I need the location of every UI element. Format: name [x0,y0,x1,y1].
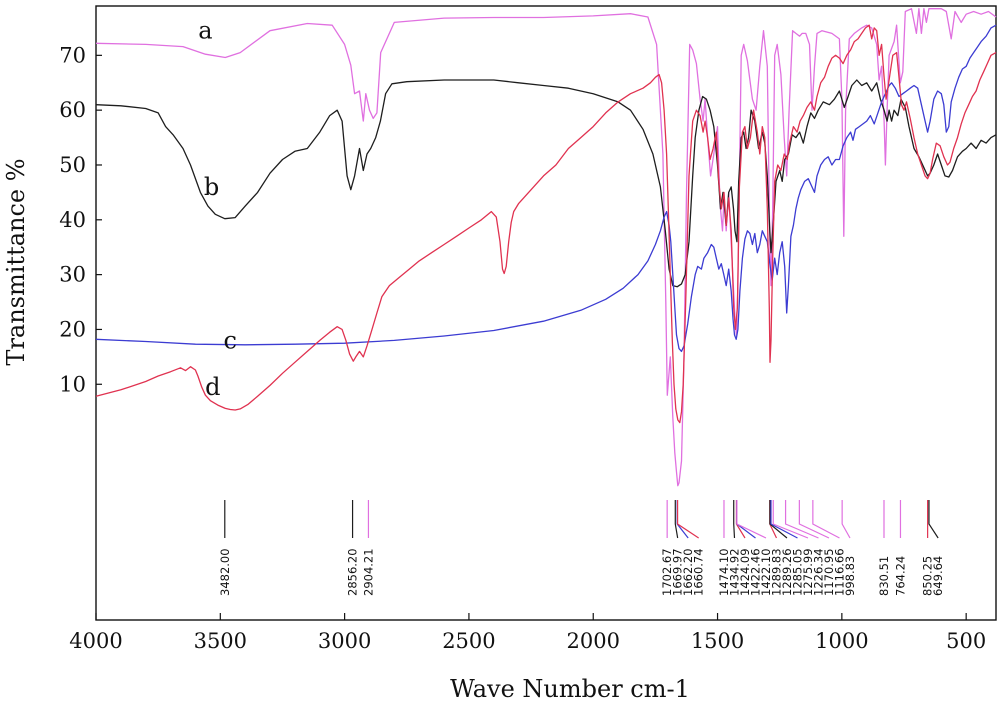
peak-label: 649.64 [931,556,945,596]
y-tick-label: 50 [59,153,86,177]
peak-marker [674,500,679,539]
y-tick-label: 10 [59,372,86,396]
peak-label: 764.24 [893,556,907,596]
y-tick-label: 60 [59,98,86,122]
x-tick-label: 500 [946,629,986,653]
peak-label: 1275.99 [801,548,815,596]
peak-label: 3482.00 [218,548,232,596]
x-tick-label: 2000 [567,629,620,653]
series-label-d: d [205,373,220,401]
y-tick-label: 70 [59,43,86,67]
peak-marker [772,500,809,539]
peak-label: 1289.83 [769,548,783,596]
series-labels: a b cd [198,17,237,401]
y-tick-label: 40 [59,208,86,232]
series-label-b: b [204,173,219,201]
peak-marker [770,500,798,539]
y-axis-title: Transmittance % [2,158,30,365]
x-tick-label: 3500 [194,629,247,653]
peak-marker [736,500,767,539]
peak-marker [676,500,689,539]
peak-markers: 3482.00 2856.20 2904.21 1702.671669.971662.… [218,500,945,596]
y-tick-label: 30 [59,263,86,287]
peak-marker [769,500,788,539]
peak-label: 1474.10 [717,548,731,596]
peak-marker [733,500,736,539]
spectra-series [95,8,997,487]
x-tick-label: 1000 [815,629,868,653]
peak-label: 1289.26 [780,548,794,596]
peak-label: 1422.46 [748,548,762,596]
peak-marker [736,500,756,539]
peak-label: 1285.05 [790,548,804,596]
peak-label: 1434.92 [727,548,741,596]
peak-label: 1424.09 [738,548,752,596]
peak-label: 1422.10 [759,548,773,596]
plot-border [95,5,997,621]
peak-marker [798,500,830,539]
series-line-c [95,24,997,353]
peak-marker [784,500,819,539]
peak-marker [812,500,840,539]
x-tick-label: 3000 [318,629,371,653]
peak-label: 1226.34 [811,548,825,596]
peak-marker [841,500,851,539]
peak-label: 830.51 [877,556,891,596]
peak-marker [676,500,699,539]
series-line-a [95,8,997,487]
series-line-d [95,24,997,424]
x-tick-label: 2500 [442,629,495,653]
plot-frame [95,5,997,621]
peak-label: 1669.97 [671,548,685,596]
series-label-a: a [198,17,212,45]
y-tick-label: 20 [59,317,86,341]
peak-label: 1116.66 [832,548,846,596]
peak-label: 2904.21 [361,548,375,596]
peak-marker [735,500,746,539]
x-axis-title: Wave Number cm-1 [450,675,690,703]
peak-label: 1662.20 [681,548,695,596]
peak-label: 2856.20 [346,548,360,596]
y-axis: 10 20 30 40 50 60 70 [59,43,102,396]
x-axis: 4000 3500 3000 2500 2000 1500 1000 500 [69,613,986,653]
series-label-c: c [224,326,237,354]
peak-label: 1702.67 [660,548,674,596]
peak-label: 850.25 [921,556,935,596]
peak-label: 1170.95 [822,548,836,596]
x-tick-label: 4000 [69,629,122,653]
peak-marker [928,500,939,539]
x-tick-label: 1500 [691,629,744,653]
series-line-b [95,79,997,288]
peak-label: 1660.74 [692,548,706,596]
peak-label: 998.83 [843,556,857,596]
